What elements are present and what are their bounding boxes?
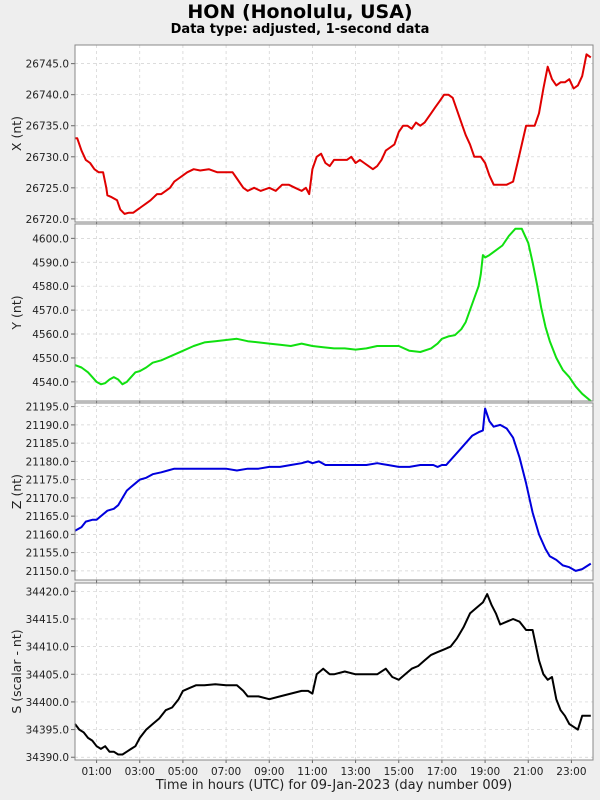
- y-tick-label: 4560.0: [32, 329, 69, 341]
- x-tick-label: 13:00: [340, 766, 370, 778]
- y-tick-label: 21155.0: [26, 548, 69, 560]
- chart-title: HON (Honolulu, USA): [187, 1, 413, 23]
- panel-frame: [74, 223, 594, 402]
- y-tick-label: 21170.0: [26, 493, 69, 505]
- x-tick-label: 11:00: [297, 766, 327, 778]
- y-tick-label: 26740.0: [26, 90, 69, 102]
- y-tick-label: 34395.0: [26, 725, 69, 737]
- y-tick-label: 4600.0: [32, 233, 69, 245]
- y-tick-label: 34410.0: [26, 642, 69, 654]
- y-tick-label: 26735.0: [26, 121, 69, 133]
- y-tick-label: 21160.0: [26, 529, 69, 541]
- panel-4: 34390.0 34395.0 34400.0 34405.0 34410.0 34415…: [9, 582, 594, 764]
- panel-2: 4540.0 4550.0 4560.0 4570.0 4580.0 4590.0 4600…: [9, 223, 594, 404]
- y-tick-label: 4540.0: [32, 377, 69, 389]
- y-tick-label: 26725.0: [26, 183, 69, 195]
- panel-background: [75, 45, 593, 222]
- y-tick-label: 4570.0: [32, 305, 69, 317]
- x-tick-label: 17:00: [427, 766, 457, 778]
- panel-background: [75, 224, 593, 401]
- y-tick-label: 21190.0: [26, 420, 69, 432]
- x-tick-label: 21:00: [513, 766, 543, 778]
- panel-background: [75, 583, 593, 760]
- series-line-1: [75, 53, 592, 215]
- x-axis-label: Time in hours (UTC) for 09-Jan-2023 (day…: [155, 778, 513, 793]
- x-tick-label: 03:00: [125, 766, 155, 778]
- y-tick-label: 21195.0: [26, 402, 69, 414]
- y-axis-label: X (nt): [9, 116, 24, 151]
- y-tick-label: 4590.0: [32, 257, 69, 269]
- panel-frame: [74, 44, 594, 223]
- y-tick-label: 34400.0: [26, 697, 69, 709]
- y-tick-label: 26730.0: [26, 152, 69, 164]
- series-line-2: [74, 227, 592, 402]
- y-tick-label: 34415.0: [26, 614, 69, 626]
- x-tick-label: 05:00: [168, 766, 198, 778]
- x-tick-label: 15:00: [384, 766, 414, 778]
- panel-1: 26720.0 26725.0 26730.0 26735.0 26740.0 26745…: [9, 44, 594, 226]
- panel-3: 21150.0 21155.0 21160.0 21165.0 21170.0 21175…: [9, 402, 594, 583]
- panel-background: [75, 403, 593, 580]
- chart-subtitle: Data type: adjusted, 1-second data: [170, 22, 430, 37]
- y-tick-label: 26720.0: [26, 214, 69, 226]
- series-line-3: [74, 407, 592, 572]
- y-tick-label: 21185.0: [26, 438, 69, 450]
- y-tick-label: 21180.0: [26, 456, 69, 468]
- y-tick-label: 21165.0: [26, 511, 69, 523]
- x-tick-label: 01:00: [81, 766, 111, 778]
- y-tick-label: 34405.0: [26, 669, 69, 681]
- y-tick-label: 26745.0: [26, 59, 69, 71]
- y-tick-label: 34420.0: [26, 586, 69, 598]
- y-tick-label: 4550.0: [32, 353, 69, 365]
- x-tick-label: 23:00: [556, 766, 586, 778]
- y-tick-label: 4580.0: [32, 281, 69, 293]
- panel-frame: [74, 582, 594, 761]
- y-tick-label: 34390.0: [26, 752, 69, 764]
- panel-frame: [74, 402, 594, 581]
- x-tick-label: 09:00: [254, 766, 284, 778]
- series-line-4: [74, 593, 591, 756]
- y-tick-label: 21150.0: [26, 566, 69, 578]
- y-axis-label: S (scalar - nt): [9, 629, 24, 713]
- y-axis-label: Z (nt): [9, 474, 24, 509]
- x-tick-label: 07:00: [211, 766, 241, 778]
- x-tick-label: 19:00: [470, 766, 500, 778]
- y-tick-label: 21175.0: [26, 475, 69, 487]
- y-axis-label: Y (nt): [9, 295, 24, 330]
